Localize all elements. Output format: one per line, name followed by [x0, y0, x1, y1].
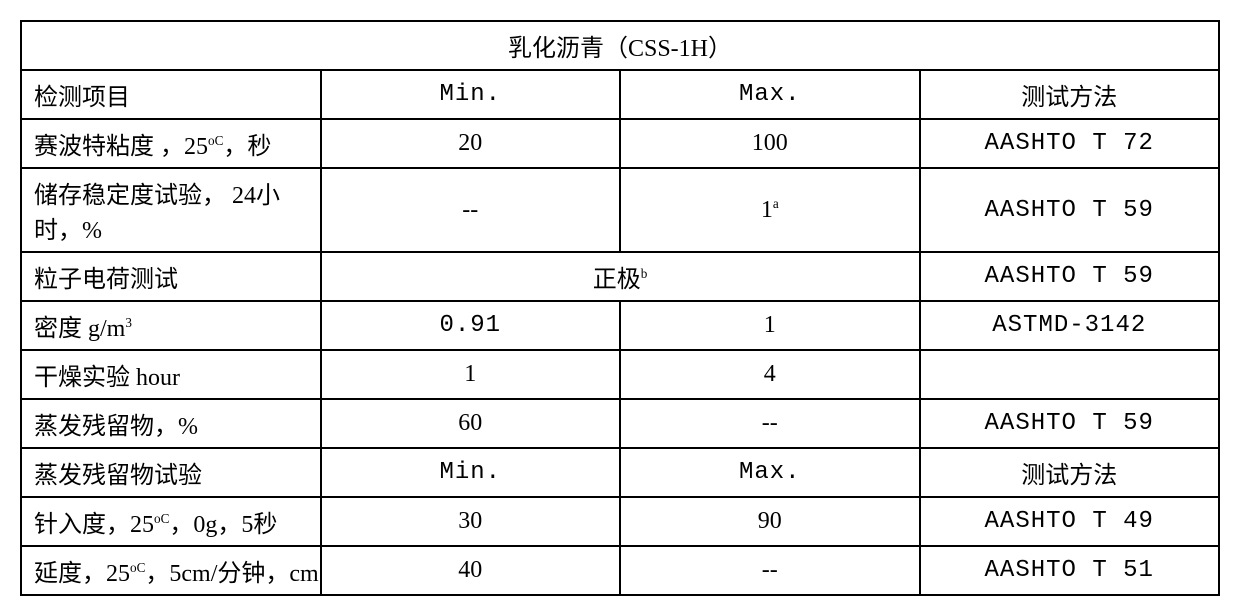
cell-min: 60 — [321, 399, 621, 448]
item-text-suffix: ，5cm/分钟，cm — [145, 561, 318, 587]
cell-method — [920, 350, 1220, 399]
cell-method: ASTMD-3142 — [920, 301, 1220, 350]
cell-item: 蒸发残留物，% — [21, 399, 321, 448]
max-val: 1 — [761, 197, 773, 223]
cell-min: 20 — [321, 119, 621, 168]
cell-method: AASHTO T 59 — [920, 399, 1220, 448]
cell-max: 100 — [620, 119, 920, 168]
cell-max: Max. — [620, 448, 920, 497]
merged-sup: b — [641, 266, 648, 281]
item-text: 针入度，25 — [34, 512, 154, 538]
header-max: Max. — [620, 70, 920, 119]
cell-max: -- — [620, 546, 920, 595]
cell-item: 赛波特粘度 ，25oC，秒 — [21, 119, 321, 168]
table-row: 蒸发残留物，% 60 -- AASHTO T 59 — [21, 399, 1219, 448]
cell-max: 1a — [620, 168, 920, 252]
item-text-suffix: ，0g，5秒 — [169, 512, 277, 538]
item-text: 赛波特粘度 ，25 — [34, 134, 208, 160]
item-sup: oC — [208, 133, 223, 148]
cell-min: Min. — [321, 448, 621, 497]
item-text-suffix: ，秒 — [223, 134, 271, 160]
cell-minmax-merged: 正极b — [321, 252, 920, 301]
cell-max: -- — [620, 399, 920, 448]
table-row: 蒸发残留物试验 Min. Max. 测试方法 — [21, 448, 1219, 497]
cell-item: 粒子电荷测试 — [21, 252, 321, 301]
item-sup: oC — [130, 560, 145, 575]
item-sup: 3 — [125, 315, 132, 330]
table-title-row: 乳化沥青（CSS-1H） — [21, 21, 1219, 70]
header-method: 测试方法 — [920, 70, 1220, 119]
item-text: 密度 g/m — [34, 316, 125, 342]
cell-min: 40 — [321, 546, 621, 595]
cell-item: 延度，25oC，5cm/分钟，cm — [21, 546, 321, 595]
cell-method: 测试方法 — [920, 448, 1220, 497]
spec-table: 乳化沥青（CSS-1H） 检测项目 Min. Max. 测试方法 赛波特粘度 ，… — [20, 20, 1220, 596]
cell-method: AASHTO T 72 — [920, 119, 1220, 168]
table-row: 延度，25oC，5cm/分钟，cm 40 -- AASHTO T 51 — [21, 546, 1219, 595]
table-row: 密度 g/m3 0.91 1 ASTMD-3142 — [21, 301, 1219, 350]
merged-val: 正极 — [593, 267, 641, 293]
item-text: 延度，25 — [34, 561, 130, 587]
max-sup: a — [773, 196, 779, 211]
cell-item: 蒸发残留物试验 — [21, 448, 321, 497]
table-row: 针入度，25oC，0g，5秒 30 90 AASHTO T 49 — [21, 497, 1219, 546]
cell-max: 90 — [620, 497, 920, 546]
table-row: 粒子电荷测试 正极b AASHTO T 59 — [21, 252, 1219, 301]
table-title: 乳化沥青（CSS-1H） — [21, 21, 1219, 70]
cell-min: 1 — [321, 350, 621, 399]
table-row: 储存稳定度试验， 24小时，% -- 1a AASHTO T 59 — [21, 168, 1219, 252]
table-row: 赛波特粘度 ，25oC，秒 20 100 AASHTO T 72 — [21, 119, 1219, 168]
cell-method: AASHTO T 59 — [920, 252, 1220, 301]
cell-method: AASHTO T 59 — [920, 168, 1220, 252]
cell-min: 30 — [321, 497, 621, 546]
item-sup: oC — [154, 511, 169, 526]
cell-max: 1 — [620, 301, 920, 350]
cell-item: 针入度，25oC，0g，5秒 — [21, 497, 321, 546]
cell-max: 4 — [620, 350, 920, 399]
cell-item: 储存稳定度试验， 24小时，% — [21, 168, 321, 252]
header-item: 检测项目 — [21, 70, 321, 119]
cell-method: AASHTO T 49 — [920, 497, 1220, 546]
table-row: 干燥实验 hour 1 4 — [21, 350, 1219, 399]
cell-min: -- — [321, 168, 621, 252]
cell-min: 0.91 — [321, 301, 621, 350]
cell-method: AASHTO T 51 — [920, 546, 1220, 595]
header-min: Min. — [321, 70, 621, 119]
cell-item: 密度 g/m3 — [21, 301, 321, 350]
cell-item: 干燥实验 hour — [21, 350, 321, 399]
table-header-row: 检测项目 Min. Max. 测试方法 — [21, 70, 1219, 119]
